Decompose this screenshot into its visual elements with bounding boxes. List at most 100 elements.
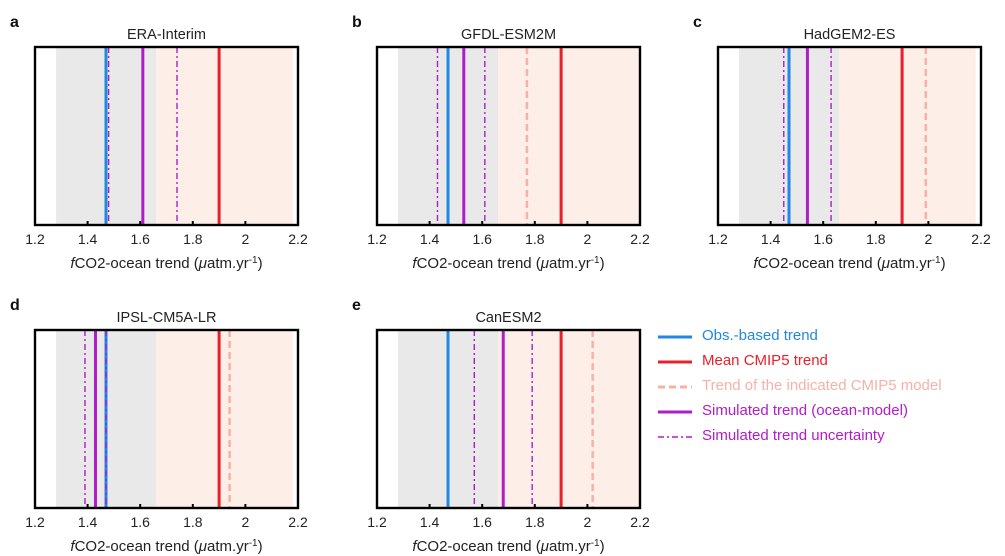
- x-tick-label-d-3: 1.8: [183, 514, 203, 530]
- x-tick-label-c-1: 1.4: [761, 231, 781, 247]
- x-axis-label-part-a-4: -1: [249, 255, 258, 266]
- legend-swatch-uncertainty: [658, 436, 692, 438]
- x-axis-label-part-c-3: atm.yr: [890, 255, 932, 272]
- x-tick-label-b-5: 2.2: [630, 231, 650, 247]
- x-tick-label-a-0: 1.2: [25, 231, 45, 247]
- x-tick-label-b-1: 1.4: [420, 231, 440, 247]
- x-axis-label-part-c-4: -1: [932, 255, 941, 266]
- legend-swatch-simulated: [658, 410, 692, 414]
- panel-letter-d: d: [10, 297, 20, 314]
- panel-letter-a: a: [10, 14, 19, 31]
- axes-frame-a: [33, 45, 300, 227]
- panel-c: 1.2 1.4 1.6 1.8 2 2.2 HadGEM2-ES c fCO2-ocean tr…: [693, 14, 991, 272]
- x-tick-label-e-3: 1.8: [525, 514, 545, 530]
- x-axis-label-e: fCO2-ocean trend (μatm.yr-1): [412, 538, 604, 556]
- x-axis-label-part-d-0: f: [70, 538, 76, 555]
- x-axis-label-part-c-2: μ: [881, 255, 890, 272]
- x-axis-label-part-d-5: ): [258, 538, 263, 555]
- legend-swatch-mean-cmip5: [658, 360, 692, 364]
- x-tick-label-e-1: 1.4: [420, 514, 440, 530]
- x-tick-label-d-2: 1.6: [130, 514, 150, 530]
- x-axis-label-part-a-1: CO2-ocean trend (: [75, 255, 199, 272]
- x-axis-label-part-b-4: -1: [591, 255, 600, 266]
- x-axis-label-part-d-1: CO2-ocean trend (: [75, 538, 199, 555]
- cmip5-range-band-b: [497, 47, 640, 225]
- x-tick-label-c-2: 1.6: [813, 231, 833, 247]
- legend-label-uncertainty: Simulated trend uncertainty: [702, 427, 885, 444]
- panel-title-d: IPSL-CM5A-LR: [117, 310, 217, 326]
- cmip5-range-band-a: [155, 47, 293, 225]
- x-tick-label-b-0: 1.2: [367, 231, 387, 247]
- x-tick-label-b-2: 1.6: [472, 231, 492, 247]
- x-axis-label-d: fCO2-ocean trend (μatm.yr-1): [70, 538, 262, 556]
- axes-frame-c: [716, 45, 983, 227]
- x-tick-label-c-5: 2.2: [971, 231, 991, 247]
- x-axis-label-part-a-3: atm.yr: [207, 255, 249, 272]
- x-axis-label-part-c-5: ): [941, 255, 946, 272]
- x-tick-label-b-4: 2: [584, 231, 592, 247]
- x-tick-label-a-1: 1.4: [78, 231, 98, 247]
- cmip5-range-band-c: [838, 47, 976, 225]
- x-tick-label-c-4: 2: [925, 231, 933, 247]
- x-axis-label-part-d-4: -1: [249, 538, 258, 549]
- x-axis-label-a: fCO2-ocean trend (μatm.yr-1): [70, 255, 262, 273]
- cmip5-range-band-d: [155, 330, 293, 508]
- panel-letter-e: e: [352, 297, 361, 314]
- x-axis-label-part-e-4: -1: [591, 538, 600, 549]
- x-axis-label-part-e-0: f: [412, 538, 418, 555]
- panel-e: 1.2 1.4 1.6 1.8 2 2.2 CanESM2 e fCO2-ocean trend…: [352, 297, 650, 555]
- panel-b: 1.2 1.4 1.6 1.8 2 2.2 GFDL-ESM2M b fCO2-ocean tr…: [352, 14, 650, 272]
- panel-title-b: GFDL-ESM2M: [461, 27, 556, 43]
- legend-label-mean-cmip5: Mean CMIP5 trend: [702, 352, 828, 369]
- x-tick-label-b-3: 1.8: [525, 231, 545, 247]
- legend-label-obs: Obs.-based trend: [702, 327, 818, 344]
- x-axis-label-part-c-1: CO2-ocean trend (: [758, 255, 882, 272]
- x-tick-label-d-1: 1.4: [78, 514, 98, 530]
- x-axis-label-part-e-2: μ: [540, 538, 549, 555]
- x-axis-label-part-e-3: atm.yr: [549, 538, 591, 555]
- panel-d: 1.2 1.4 1.6 1.8 2 2.2 IPSL-CM5A-LR d fCO2-ocean …: [10, 297, 308, 555]
- x-tick-label-c-0: 1.2: [708, 231, 728, 247]
- x-tick-label-a-3: 1.8: [183, 231, 203, 247]
- panel-title-e: CanESM2: [475, 310, 541, 326]
- x-tick-label-a-5: 2.2: [288, 231, 308, 247]
- x-tick-label-e-0: 1.2: [367, 514, 387, 530]
- x-axis-label-part-b-2: μ: [540, 255, 549, 272]
- cmip5-range-band-e: [497, 330, 640, 508]
- panel-letter-b: b: [352, 14, 362, 31]
- x-axis-label-part-e-1: CO2-ocean trend (: [417, 538, 541, 555]
- x-axis-label-part-a-0: f: [70, 255, 76, 272]
- x-axis-label-part-a-5: ): [258, 255, 263, 272]
- x-axis-label-part-b-5: ): [600, 255, 605, 272]
- legend-label-simulated: Simulated trend (ocean-model): [702, 402, 908, 419]
- x-tick-label-e-5: 2.2: [630, 514, 650, 530]
- x-tick-label-e-4: 2: [584, 514, 592, 530]
- x-axis-label-part-b-0: f: [412, 255, 418, 272]
- x-axis-label-b: fCO2-ocean trend (μatm.yr-1): [412, 255, 604, 273]
- legend-swatch-obs: [658, 335, 692, 339]
- x-tick-label-d-0: 1.2: [25, 514, 45, 530]
- legend-swatch-indicated-model: [658, 385, 692, 389]
- x-axis-label-part-c-0: f: [753, 255, 759, 272]
- x-tick-label-c-3: 1.8: [866, 231, 886, 247]
- x-axis-label-c: fCO2-ocean trend (μatm.yr-1): [753, 255, 945, 273]
- x-tick-label-d-5: 2.2: [288, 514, 308, 530]
- x-tick-label-a-4: 2: [242, 231, 250, 247]
- legend-label-indicated-model: Trend of the indicated CMIP5 model: [702, 377, 942, 394]
- x-tick-label-d-4: 2: [242, 514, 250, 530]
- x-axis-label-part-b-1: CO2-ocean trend (: [417, 255, 541, 272]
- panel-letter-c: c: [693, 14, 702, 31]
- x-axis-label-part-a-2: μ: [198, 255, 207, 272]
- axes-frame-e: [375, 328, 642, 510]
- panel-title-c: HadGEM2-ES: [804, 27, 896, 43]
- x-axis-label-part-e-5: ): [600, 538, 605, 555]
- panel-title-a: ERA-Interim: [127, 27, 206, 43]
- axes-frame-b: [375, 45, 642, 227]
- x-axis-label-part-d-3: atm.yr: [207, 538, 249, 555]
- x-tick-label-e-2: 1.6: [472, 514, 492, 530]
- panel-a: 1.2 1.4 1.6 1.8 2 2.2 ERA-Interim a fCO2-ocean t…: [10, 14, 308, 272]
- axes-frame-d: [33, 328, 300, 510]
- x-axis-label-part-b-3: atm.yr: [549, 255, 591, 272]
- x-tick-label-a-2: 1.6: [130, 231, 150, 247]
